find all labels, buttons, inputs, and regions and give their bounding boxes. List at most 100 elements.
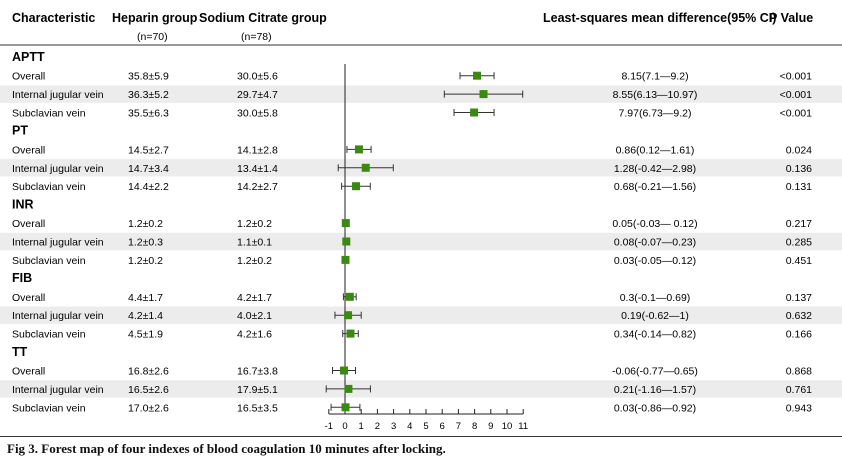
ci-text: 0.68(-0.21—1.56): [614, 181, 696, 193]
citrate-value: 4.2±1.6: [237, 329, 272, 341]
p-value: 0.166: [786, 329, 812, 341]
p-value: <0.001: [780, 108, 813, 120]
table-rows: APTT Overall 35.8±5.9 30.0±5.6 8.15(7.1—9.2)…: [12, 50, 812, 414]
ci-text: 1.28(-0.42—2.98): [614, 163, 696, 175]
estimate-marker: [344, 311, 353, 320]
row-band: [0, 85, 842, 103]
header-characteristic: Characteristic: [12, 11, 95, 25]
citrate-value: 16.5±3.5: [237, 402, 278, 414]
heparin-value: 35.5±6.3: [128, 108, 169, 120]
estimate-marker: [341, 403, 350, 412]
estimate-marker: [479, 90, 488, 99]
group-heading: PT: [12, 124, 28, 138]
ci-text: 0.08(-0.07—0.23): [614, 237, 696, 249]
p-value: <0.001: [780, 71, 813, 83]
tick-label: 1: [359, 421, 364, 432]
row-label: Overall: [12, 71, 45, 83]
tick-label: 0: [342, 421, 347, 432]
citrate-value: 4.2±1.7: [237, 292, 272, 304]
citrate-value: 14.2±2.7: [237, 181, 278, 193]
estimate-marker: [470, 108, 479, 117]
tick-label: 10: [502, 421, 513, 432]
row-label: Overall: [12, 218, 45, 230]
estimate-marker: [361, 163, 370, 172]
p-value: 0.868: [786, 366, 812, 378]
x-axis: -1 0 1 2 3 4 5 6 7 8 9 10 11: [325, 64, 528, 432]
citrate-value: 13.4±1.4: [237, 163, 278, 175]
citrate-value: 30.0±5.8: [237, 108, 278, 120]
p-value: 0.024: [786, 144, 812, 156]
estimate-marker: [342, 237, 351, 246]
citrate-value: 1.1±0.1: [237, 237, 272, 249]
header-lsmd: Least-squares mean difference(95% CI): [543, 11, 776, 25]
ci-text: 8.55(6.13—10.97): [613, 89, 698, 101]
p-value: 0.761: [786, 384, 812, 396]
tick-label: 8: [472, 421, 477, 432]
figure-caption: Fig 3. Forest map of four indexes of blo…: [7, 441, 446, 456]
p-value: 0.217: [786, 218, 812, 230]
caption-divider: [0, 436, 842, 437]
p-value: 0.451: [786, 255, 812, 267]
heparin-value: 14.4±2.2: [128, 181, 169, 193]
citrate-value: 4.0±2.1: [237, 310, 272, 322]
row-label: Internal jugular vein: [12, 384, 104, 396]
header-heparin: Heparin group: [112, 11, 198, 25]
p-value: <0.001: [780, 89, 813, 101]
citrate-value: 16.7±3.8: [237, 366, 278, 378]
tick-label: 7: [456, 421, 461, 432]
group-heading: INR: [12, 197, 34, 211]
row-label: Subclavian vein: [12, 181, 86, 193]
heparin-value: 35.8±5.9: [128, 71, 169, 83]
heparin-value: 16.5±2.6: [128, 384, 169, 396]
estimate-marker: [354, 145, 363, 154]
citrate-value: 17.9±5.1: [237, 384, 278, 396]
estimate-marker: [344, 384, 353, 393]
tick-label: 2: [375, 421, 380, 432]
row-label: Internal jugular vein: [12, 237, 104, 249]
citrate-value: 1.2±0.2: [237, 255, 272, 267]
heparin-value: 16.8±2.6: [128, 366, 169, 378]
heparin-value: 4.4±1.7: [128, 292, 163, 304]
ci-text: 0.34(-0.14—0.82): [614, 329, 696, 341]
row-band: [0, 306, 842, 324]
group-heading: TT: [12, 345, 28, 359]
heparin-value: 1.2±0.3: [128, 237, 163, 249]
p-value: 0.131: [786, 181, 812, 193]
heparin-value: 14.5±2.7: [128, 144, 169, 156]
heparin-value: 14.7±3.4: [128, 163, 169, 175]
row-label: Subclavian vein: [12, 402, 86, 414]
group-heading: APTT: [12, 50, 45, 64]
row-label: Overall: [12, 292, 45, 304]
row-label: Overall: [12, 366, 45, 378]
citrate-value: 1.2±0.2: [237, 218, 272, 230]
citrate-value: 30.0±5.6: [237, 71, 278, 83]
header-pvalue: P Value: [769, 11, 813, 25]
estimate-marker: [352, 182, 361, 191]
ci-text: 0.19(-0.62—1): [621, 310, 689, 322]
ci-text: 0.05(-0.03— 0.12): [612, 218, 697, 230]
heparin-value: 36.3±5.2: [128, 89, 169, 101]
row-label: Subclavian vein: [12, 108, 86, 120]
row-label: Overall: [12, 144, 45, 156]
row-label: Internal jugular vein: [12, 89, 104, 101]
forest-marks: [325, 71, 524, 412]
tick-label: -1: [325, 421, 333, 432]
ci-text: 0.86(0.12—1.61): [616, 144, 695, 156]
row-band: [0, 380, 842, 398]
p-value: 0.137: [786, 292, 812, 304]
estimate-marker: [341, 219, 350, 228]
heparin-value: 1.2±0.2: [128, 255, 163, 267]
p-value: 0.285: [786, 237, 812, 249]
ci-text: 0.21(-1.16—1.57): [614, 384, 696, 396]
ci-text: 0.03(-0.86—0.92): [614, 402, 696, 414]
p-value: 0.943: [786, 402, 812, 414]
tick-label: 3: [391, 421, 396, 432]
row-label: Internal jugular vein: [12, 310, 104, 322]
heparin-value: 17.0±2.6: [128, 402, 169, 414]
ci-text: 0.03(-0.05—0.12): [614, 255, 696, 267]
ci-text: 0.3(-0.1—0.69): [620, 292, 691, 304]
estimate-marker: [345, 292, 354, 301]
estimate-marker: [346, 329, 355, 338]
row-label: Subclavian vein: [12, 329, 86, 341]
